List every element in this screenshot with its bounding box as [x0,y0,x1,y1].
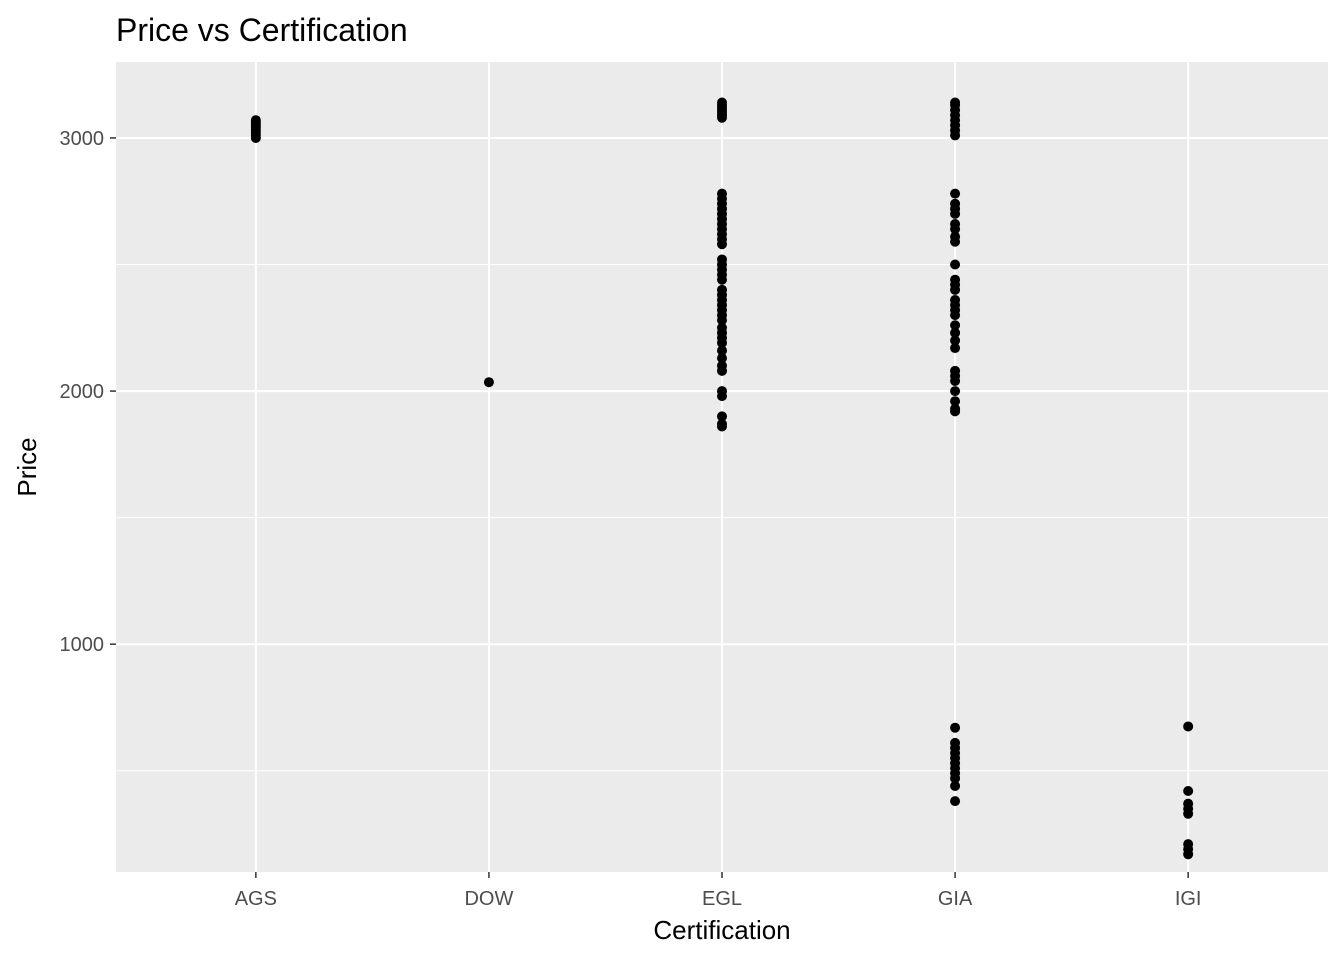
y-tick-label: 2000 [60,381,105,403]
y-axis-title: Price [12,437,42,496]
data-point [717,337,727,348]
data-point [950,327,961,338]
data-point [950,343,961,354]
data-point [950,796,961,807]
data-point [483,377,494,388]
data-point [1183,849,1194,860]
data-point [950,335,961,346]
data-point [717,97,727,108]
y-axis-ticks: 1000 2000 3000 [60,128,116,656]
chart-title: Price vs Certification [116,12,408,48]
data-point [717,345,727,356]
data-point [950,406,961,417]
data-point [717,411,727,422]
data-point [950,97,961,108]
data-point [950,396,961,407]
data-point [1183,786,1194,796]
data-point [950,375,961,386]
y-tick-label: 1000 [60,634,105,656]
data-point [950,188,961,199]
x-tick-label: GIA [938,888,973,910]
data-point [250,115,261,126]
data-point [950,284,961,295]
data-point [1183,721,1194,732]
data-point [717,353,727,364]
data-point [950,320,961,331]
x-tick-label: IGI [1175,888,1202,910]
data-points [250,97,1194,860]
data-point [950,773,961,784]
data-point [950,386,961,397]
y-tick-label: 3000 [60,128,105,150]
data-point [717,421,727,432]
data-point [950,780,961,791]
x-axis-title: Certification [653,915,790,945]
data-point [950,224,961,235]
data-point [1183,808,1194,819]
data-point [717,391,727,402]
data-point [950,208,961,219]
x-tick-label: EGL [702,888,742,910]
data-point [950,722,961,733]
data-point [717,274,727,285]
data-point [950,310,961,321]
x-tick-label: DOW [464,888,513,910]
data-point [717,365,727,376]
data-point [950,236,961,247]
data-point [717,315,727,326]
data-point [717,239,727,250]
x-axis-ticks: AGS DOW EGL GIA IGI [235,872,1202,910]
x-tick-label: AGS [235,888,277,910]
data-point [950,259,961,270]
